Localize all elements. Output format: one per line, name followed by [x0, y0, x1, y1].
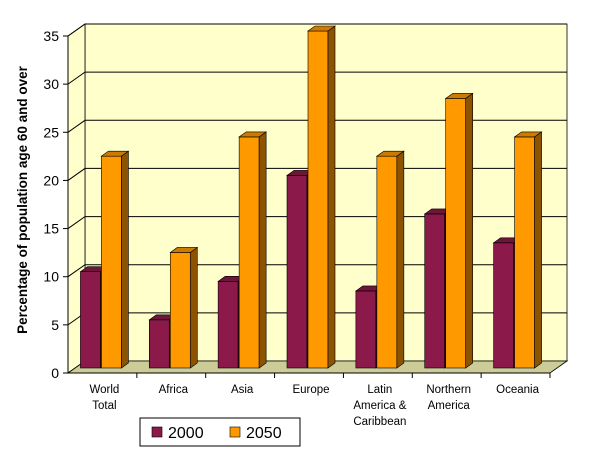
bar-side [396, 150, 405, 369]
bar-front [307, 30, 329, 369]
gridline [67, 119, 567, 133]
gridline [67, 216, 567, 229]
bar [375, 150, 405, 369]
bar [307, 25, 336, 369]
y-tick-label: 20 [43, 172, 59, 188]
y-tick-labels: 0 5 10 15 20 25 30 35 [43, 28, 59, 381]
gridline [67, 23, 567, 37]
axes [63, 35, 551, 378]
bar-side [327, 25, 336, 369]
bar-front [424, 213, 446, 369]
bar-front [148, 319, 170, 369]
bar-top [307, 25, 336, 32]
gridline [67, 264, 567, 278]
bar-top [444, 93, 474, 99]
y-tick-label: 35 [43, 28, 59, 44]
bar-side [189, 246, 198, 369]
bar-front [355, 290, 377, 369]
x-category-label: Oceania [496, 384, 539, 396]
x-category-label: Europe [292, 384, 329, 396]
bar-front [514, 136, 535, 369]
legend-box [139, 417, 301, 447]
bars [79, 25, 543, 369]
bar-top [238, 131, 268, 138]
y-tick-label: 25 [43, 124, 59, 140]
bar-side [258, 131, 267, 369]
bar-top [100, 150, 130, 157]
x-category-labels: World Total Africa Asia Europe Latin America &… [90, 384, 540, 428]
y-tick-label: 15 [43, 221, 59, 237]
x-category-label: Latin America & Caribbean [353, 384, 406, 428]
gridline [67, 167, 567, 181]
bar-front [493, 242, 514, 369]
bar-top [375, 150, 405, 157]
y-tick-label: 10 [43, 269, 59, 285]
legend-swatch [229, 426, 241, 438]
legend-label: 2000 [168, 425, 204, 442]
bar-side [121, 150, 129, 369]
bar-front [80, 271, 101, 369]
bar [444, 92, 474, 369]
bar-front [445, 98, 467, 369]
legend: 2000 2050 [139, 417, 301, 447]
bar-side [465, 92, 474, 369]
x-category-label: Northern America [426, 384, 471, 412]
y-tick-label: 0 [51, 365, 59, 381]
legend-swatch [151, 426, 163, 438]
bar-front [376, 155, 398, 369]
x-category-label: Africa [159, 384, 189, 396]
bar-front [238, 136, 260, 369]
legend-label: 2050 [246, 425, 282, 442]
x-category-label: Asia [231, 384, 254, 396]
y-tick-label: 30 [43, 76, 59, 92]
bar-front [169, 252, 191, 369]
gridline [67, 71, 567, 85]
y-tick-label: 5 [51, 317, 59, 333]
bar [169, 246, 199, 369]
bar-front [217, 281, 239, 369]
bar [238, 131, 268, 369]
x-category-label: World Total [90, 384, 120, 412]
bar-front [101, 155, 122, 369]
y-axis-title: Percentage of population age 60 and over [15, 65, 30, 334]
bar-top [513, 131, 543, 138]
bar-side [534, 131, 542, 369]
bar-top [169, 247, 199, 253]
bar-front [286, 175, 308, 369]
bar [513, 131, 543, 369]
bar [100, 150, 130, 369]
